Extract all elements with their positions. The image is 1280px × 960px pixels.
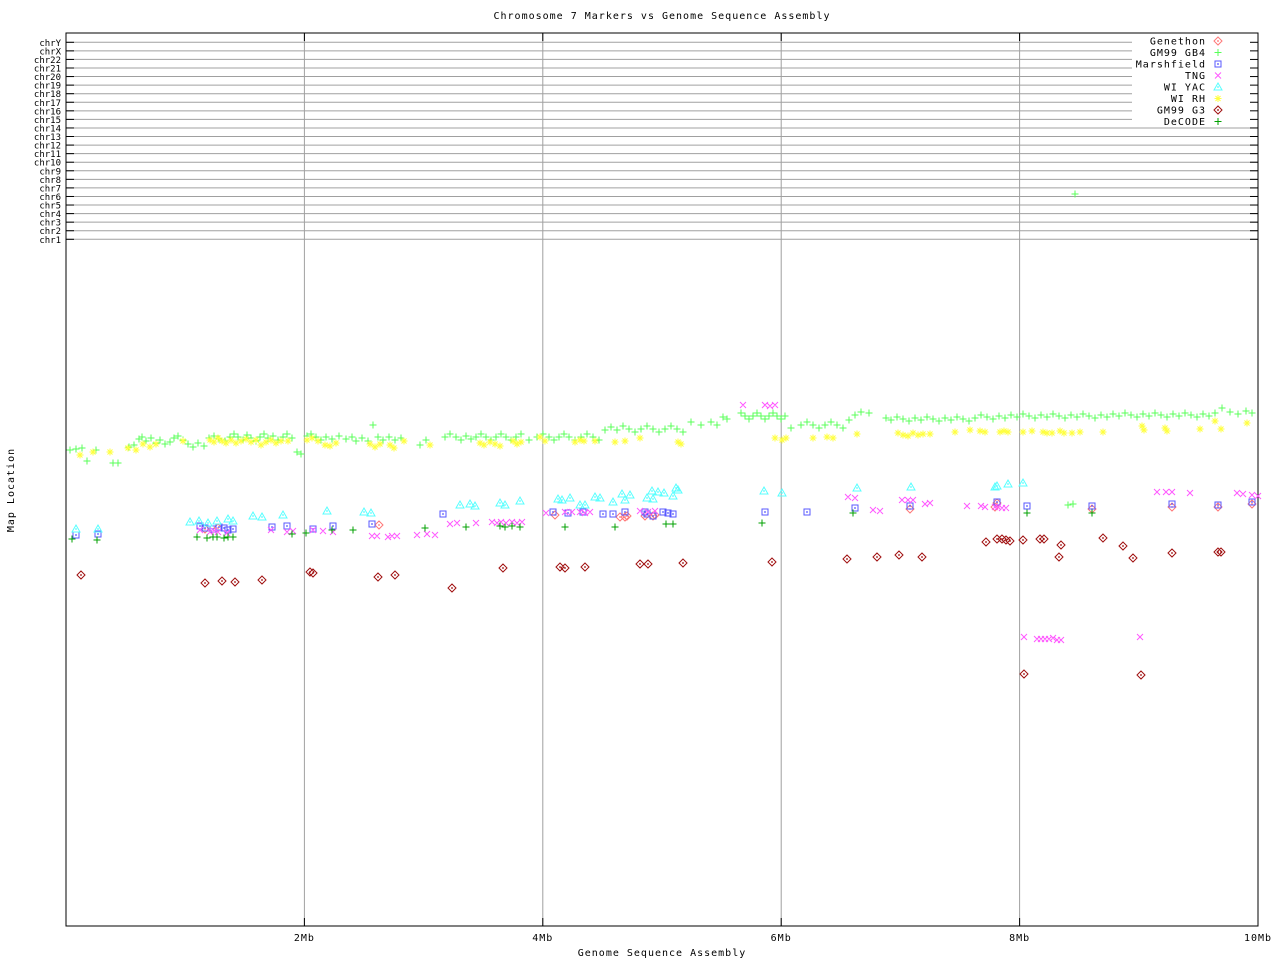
chr-label-chr16: chr16 [34,107,61,117]
legend-item-gm99-g3: GM99 G3 [1157,105,1223,117]
series-gm99-gb4-markers [66,190,1256,509]
axes-layer: chrYchrXchr22chr21chr20chr19chr18chr17ch… [34,32,1272,944]
legend-label-gm99-g3: GM99 G3 [1157,106,1206,117]
series-genethon-markers [200,498,1257,534]
series-tng-markers [196,401,1262,644]
legend-marker-dot-wi-yac-icon [1217,86,1219,88]
chr-label-chr14: chr14 [34,124,61,134]
chr-label-chr4: chr4 [39,210,61,220]
legend-marker-genethon-icon [1213,36,1223,46]
chr-label-chr17: chr17 [34,99,61,109]
legend-label-gm99-gb4: GM99 GB4 [1150,48,1206,59]
chr-label-chr20: chr20 [34,73,61,83]
series-genethon [200,498,1257,534]
chr-label-chr11: chr11 [34,150,61,160]
legend-item-wi-yac: WI YAC [1164,81,1223,94]
chr-label-chr7: chr7 [39,184,61,194]
legend-label-marshfield: Marshfield [1136,60,1206,71]
legend-marker-gm99-g3-icon [1213,105,1223,115]
legend-marker-wi-yac-icon [1213,81,1223,91]
chr-label-chrX: chrX [39,47,61,57]
legend-item-marshfield: Marshfield [1136,60,1222,71]
chr-label-chr15: chr15 [34,116,61,126]
legend-marker-dot-gm99-g3-icon [1217,109,1219,111]
y-axis-title: Map Location [6,448,17,532]
legend-marker-tng-icon [1214,72,1222,79]
chr-label-chr21: chr21 [34,64,61,74]
chr-label-chr22: chr22 [34,56,61,66]
series-gm99-gb4 [66,190,1256,509]
chr-label-chr19: chr19 [34,82,61,92]
legend-marker-marshfield-icon [1214,60,1222,68]
chr-label-chr2: chr2 [39,227,61,237]
chr-label-chr9: chr9 [39,167,61,177]
series-wi-yac-marker-dots [75,482,1024,530]
chr-label-chr1: chr1 [39,236,61,246]
series-wi-yac-markers [71,477,1028,533]
legend-item-decode: DeCODE [1164,117,1222,128]
legend-item-genethon: Genethon [1150,36,1223,48]
legend-marker-dot-genethon-icon [1217,40,1219,42]
legend-label-decode: DeCODE [1164,117,1206,128]
legend-item-gm99-gb4: GM99 GB4 [1150,48,1222,59]
series-genethon-marker-dots [204,502,1253,530]
plot-border [65,32,1259,927]
chr-label-chr13: chr13 [34,133,61,143]
x-tick-label-4Mb: 4Mb [532,933,553,944]
chr-label-chr10: chr10 [34,159,61,169]
chr-label-chr18: chr18 [34,90,61,100]
legend-marker-decode-icon [1214,118,1222,125]
plot-title: Chromosome 7 Markers vs Genome Sequence … [494,11,831,22]
chr-label-chr12: chr12 [34,142,61,152]
series-decode [68,509,1096,544]
legend-marker-wi-rh-icon [1214,95,1222,102]
legend-marker-gm99-gb4-icon [1214,49,1222,56]
x-axis-title: Genome Sequence Assembly [578,948,747,959]
legend-label-wi-yac: WI YAC [1164,83,1206,94]
legend-label-tng: TNG [1185,71,1206,82]
series-gm99-g3 [76,533,1226,680]
chr-label-chrY: chrY [39,39,61,49]
series-wi-rh [76,417,1251,459]
series-gm99-g3-markers [76,533,1226,680]
data-points-layer [66,190,1262,680]
legend-label-genethon: Genethon [1150,37,1206,48]
chr-label-chr3: chr3 [39,219,61,229]
x-tick-label-6Mb: 6Mb [771,933,792,944]
series-wi-yac [71,477,1028,533]
series-gm99-g3-marker-dots [80,537,1222,676]
legend-item-wi-rh: WI RH [1171,94,1222,105]
chr-label-chr5: chr5 [39,202,61,212]
x-tick-label-2Mb: 2Mb [294,933,315,944]
x-tick-label-8Mb: 8Mb [1009,933,1030,944]
x-tick-label-10Mb: 10Mb [1244,933,1272,944]
series-decode-markers [68,509,1096,544]
chr-label-chr6: chr6 [39,193,61,203]
grid-layer [66,33,1258,926]
legend-marker-dot-marshfield-icon [1217,63,1219,65]
series-tng [196,401,1262,644]
legend-label-wi-rh: WI RH [1171,94,1206,105]
chr-label-chr8: chr8 [39,176,61,186]
series-wi-rh-markers [76,417,1251,459]
legend-item-tng: TNG [1185,71,1222,82]
